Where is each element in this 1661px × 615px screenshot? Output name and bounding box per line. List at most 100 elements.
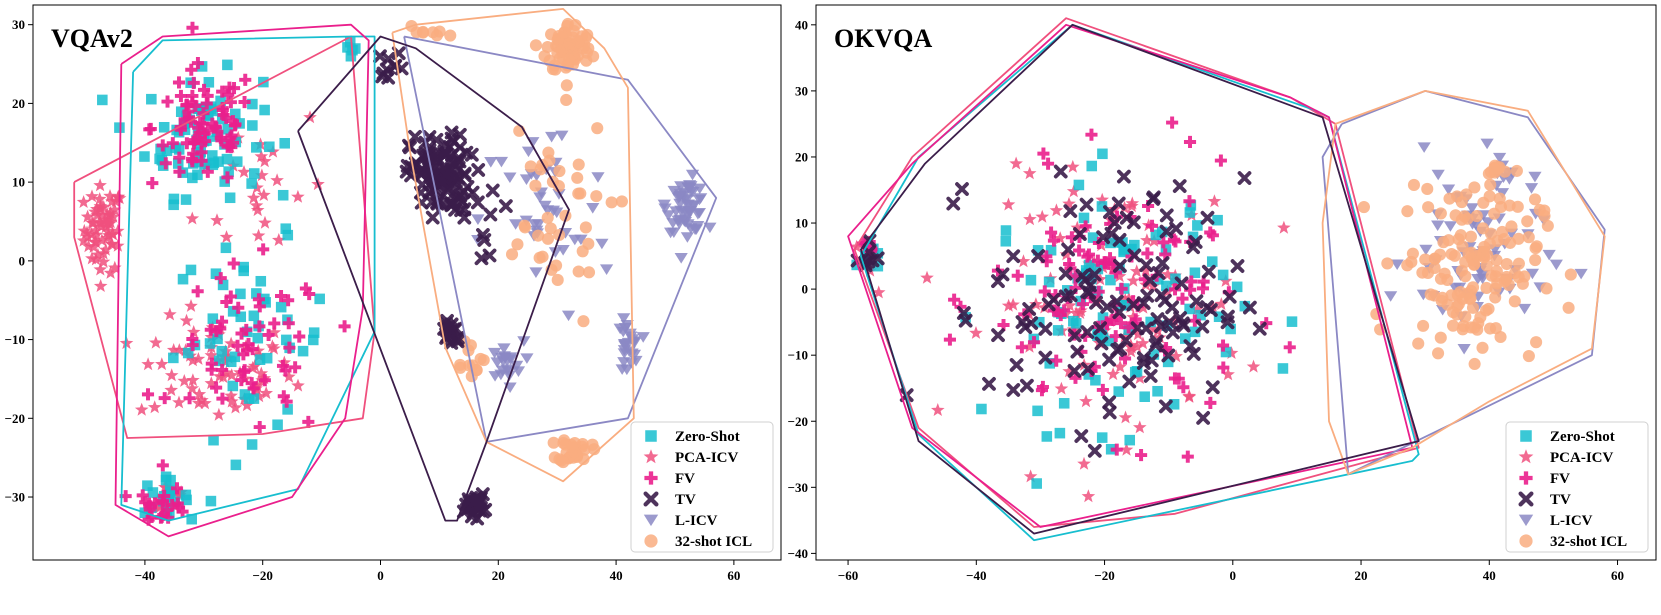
- data-point-icl-32: [1428, 289, 1441, 302]
- data-point-l-icv: [1465, 203, 1479, 214]
- data-point-pca-icv: [1001, 298, 1016, 312]
- data-point-pca-icv: [250, 379, 265, 392]
- data-point-pca-icv: [85, 215, 99, 229]
- data-point-pca-icv: [88, 235, 103, 248]
- data-point-fv: [162, 511, 175, 524]
- data-point-icl-32: [1451, 300, 1464, 313]
- data-point-pca-icv: [102, 228, 116, 242]
- data-point-l-icv: [561, 310, 576, 322]
- data-point-zero-shot: [196, 61, 208, 72]
- data-point-zero-shot: [168, 352, 179, 364]
- data-point-icl-32: [518, 219, 531, 232]
- data-point-l-icv: [555, 130, 569, 142]
- data-point-zero-shot: [1032, 245, 1044, 256]
- data-point-icl-32: [1505, 220, 1518, 233]
- data-point-fv: [156, 459, 169, 472]
- legend-item-zero-shot: Zero-Shot: [1520, 429, 1615, 445]
- data-point-zero-shot: [275, 301, 287, 313]
- data-point-fv: [210, 381, 223, 394]
- data-point-zero-shot: [251, 288, 262, 299]
- data-point-tv: [1089, 295, 1103, 310]
- data-point-l-icv: [681, 200, 695, 211]
- data-point-zero-shot: [1217, 269, 1229, 281]
- legend-box: [1505, 421, 1649, 553]
- data-point-icl-32: [1488, 207, 1501, 220]
- data-point-pca-icv: [186, 325, 201, 338]
- data-point-l-icv: [1431, 220, 1445, 232]
- data-point-zero-shot: [259, 104, 270, 116]
- data-point-tv: [474, 251, 489, 266]
- data-point-pca-icv: [96, 254, 111, 268]
- data-point-pca-icv: [95, 233, 109, 247]
- data-point-fv: [1092, 285, 1105, 298]
- data-point-zero-shot: [220, 242, 232, 254]
- data-point-pca-icv: [149, 335, 163, 349]
- data-point-icl-32: [574, 187, 587, 200]
- data-point-tv: [1243, 300, 1257, 315]
- data-point-zero-shot: [1083, 259, 1095, 271]
- data-point-pca-icv: [272, 233, 286, 246]
- data-point-icl-32: [1522, 349, 1535, 363]
- y-tick-label: 20: [12, 96, 25, 111]
- data-point-pca-icv: [1147, 233, 1161, 247]
- data-point-zero-shot: [221, 153, 233, 165]
- data-point-fv: [1172, 372, 1185, 385]
- data-point-tv: [436, 159, 451, 174]
- data-point-tv: [1200, 210, 1215, 225]
- x-tick-label: −40: [966, 568, 986, 583]
- data-point-fv: [1129, 313, 1142, 326]
- data-point-fv: [1222, 286, 1235, 299]
- data-point-pca-icv: [1169, 349, 1183, 363]
- hull-tv: [860, 23, 1420, 535]
- chart-panel-vqav2: −40 −20 0 20 40 60 −30 −20 −10 0 10 20 30 VQAv2 Zero-S…: [5, 4, 782, 583]
- hull-fv: [114, 23, 370, 538]
- data-point-l-icv: [617, 313, 631, 324]
- data-point-tv: [1174, 276, 1189, 291]
- data-point-pca-icv: [99, 242, 113, 256]
- data-point-fv: [1160, 341, 1173, 355]
- data-point-icl-32: [1489, 291, 1502, 304]
- data-point-zero-shot: [229, 351, 241, 363]
- data-point-pca-icv: [186, 353, 200, 367]
- data-point-fv: [186, 89, 199, 102]
- data-point-icl-32: [563, 53, 576, 66]
- data-point-zero-shot: [97, 94, 108, 106]
- data-point-zero-shot: [1277, 363, 1289, 374]
- data-point-fv: [253, 320, 266, 333]
- data-point-fv: [1027, 336, 1041, 349]
- data-point-tv: [1205, 380, 1220, 395]
- data-point-zero-shot: [1097, 148, 1108, 160]
- data-point-icl-32: [1470, 210, 1483, 223]
- data-point-fv: [224, 131, 237, 144]
- data-point-fv: [1217, 339, 1230, 352]
- data-point-zero-shot: [277, 189, 289, 201]
- data-point-fv: [141, 388, 155, 401]
- data-point-pca-icv: [969, 326, 983, 339]
- data-point-pca-icv: [1140, 233, 1154, 247]
- data-point-tv: [1154, 319, 1168, 334]
- data-point-zero-shot: [227, 306, 239, 317]
- data-point-pca-icv: [1063, 298, 1077, 312]
- data-point-zero-shot: [227, 380, 239, 392]
- legend-item-pca-icv: PCA-ICV: [1518, 449, 1613, 466]
- data-point-fv: [282, 294, 295, 307]
- data-point-pca-icv: [210, 213, 224, 227]
- data-point-icl-32: [541, 40, 554, 54]
- data-point-zero-shot: [1097, 312, 1109, 323]
- data-point-pca-icv: [1074, 303, 1088, 317]
- data-point-pca-icv: [192, 387, 207, 401]
- data-point-fv: [231, 339, 244, 352]
- data-point-fv: [997, 318, 1010, 332]
- data-point-zero-shot: [1025, 274, 1037, 286]
- data-point-pca-icv: [185, 381, 199, 395]
- data-point-icl-32: [1357, 200, 1370, 214]
- data-point-fv: [1042, 157, 1055, 170]
- data-point-pca-icv: [1161, 267, 1175, 281]
- data-point-tv: [1148, 338, 1163, 353]
- data-point-icl-32: [1510, 164, 1523, 177]
- legend-label: L-ICV: [1550, 513, 1593, 529]
- data-point-zero-shot: [239, 389, 251, 400]
- data-point-l-icv: [520, 353, 534, 364]
- data-point-zero-shot: [246, 439, 258, 450]
- data-point-l-icv: [1524, 183, 1539, 194]
